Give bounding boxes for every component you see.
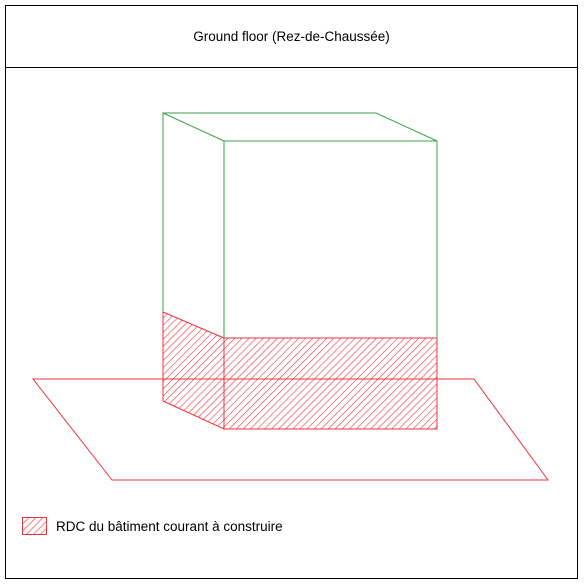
ground-floor-front-face [223,337,438,430]
figure-frame [5,5,578,579]
legend-hatch-swatch [22,517,47,535]
title-bar: Ground floor (Rez-de-Chaussée) [5,5,578,68]
legend: RDC du bâtiment courant à construire [22,517,283,535]
legend-label: RDC du bâtiment courant à construire [56,518,283,534]
building-upper-volume [162,112,438,338]
figure-title: Ground floor (Rez-de-Chaussée) [193,28,390,44]
